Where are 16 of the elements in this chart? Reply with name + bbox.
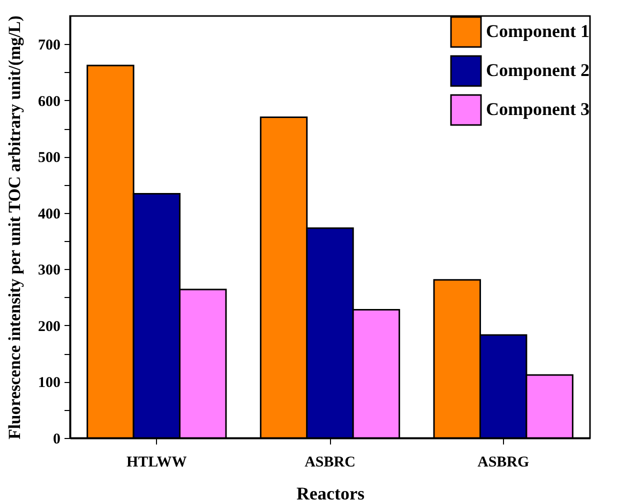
legend-label: Component 3 [486,99,590,119]
y-tick-label: 300 [38,262,60,279]
y-tick-label: 400 [38,206,60,222]
legend-label: Component 2 [486,60,590,80]
x-axis-title: Reactors [296,484,364,501]
legend-label: Component 1 [486,21,590,41]
y-tick-label: 700 [38,38,60,54]
y-axis-title: Fluorescence intensity per unit TOC arbitrary unit/(mg/L) [5,16,24,440]
y-tick-label: 200 [38,318,60,335]
x-tick-label: HTLWW [126,454,187,470]
y-tick-label: 0 [53,432,60,448]
x-tick-label: ASBRG [477,454,530,470]
x-tick-label: ASBRC [304,454,356,470]
y-tick-label: 500 [38,150,60,166]
y-tick-label: 600 [38,94,60,110]
y-tick-label: 100 [38,375,60,392]
